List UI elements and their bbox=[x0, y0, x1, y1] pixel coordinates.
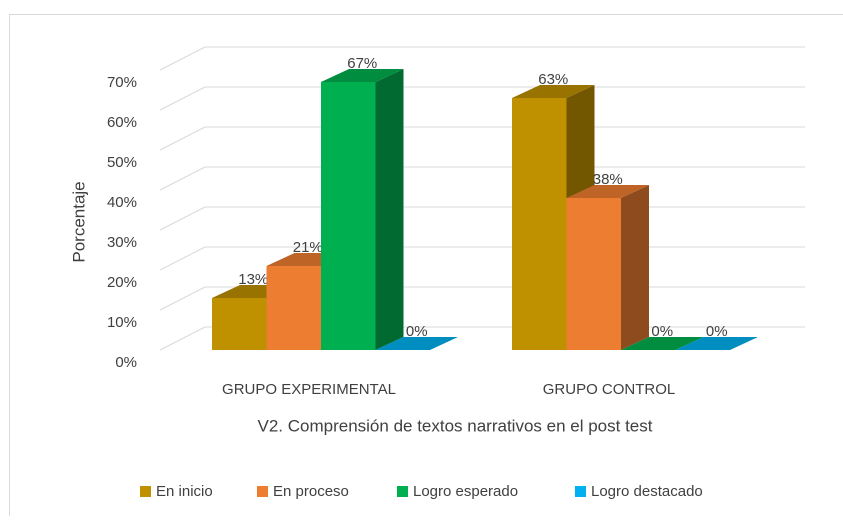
bar bbox=[212, 298, 267, 350]
y-tick-label: 40% bbox=[107, 194, 137, 211]
x-tick-label: GRUPO EXPERIMENTAL bbox=[222, 381, 396, 398]
legend-label: En proceso bbox=[273, 483, 349, 500]
value-label: 0% bbox=[406, 323, 428, 340]
y-tick-label: 60% bbox=[107, 114, 137, 131]
chart-title: V2. Comprensión de textos narrativos en … bbox=[258, 416, 653, 435]
legend-swatch bbox=[575, 486, 586, 497]
legend-swatch bbox=[397, 486, 408, 497]
y-axis-label: Porcentaje bbox=[69, 181, 88, 262]
value-label: 13% bbox=[238, 271, 268, 288]
y-tick-label: 20% bbox=[107, 274, 137, 291]
bar-side bbox=[376, 69, 404, 350]
legend-swatch bbox=[140, 486, 151, 497]
value-label: 0% bbox=[706, 323, 728, 340]
y-tick-label: 30% bbox=[107, 234, 137, 251]
y-tick-label: 70% bbox=[107, 74, 137, 91]
x-tick-label: GRUPO CONTROL bbox=[543, 381, 676, 398]
value-label: 0% bbox=[651, 323, 673, 340]
legend-label: Logro destacado bbox=[591, 483, 703, 500]
legend-label: En inicio bbox=[156, 483, 213, 500]
bar-side bbox=[621, 185, 649, 350]
y-tick-label: 50% bbox=[107, 154, 137, 171]
bar bbox=[267, 266, 322, 350]
value-label: 67% bbox=[347, 55, 377, 72]
value-label: 38% bbox=[593, 171, 623, 188]
y-tick-label: 0% bbox=[115, 354, 137, 371]
bar bbox=[567, 198, 622, 350]
value-label: 21% bbox=[293, 239, 323, 256]
legend-swatch bbox=[257, 486, 268, 497]
bar bbox=[321, 82, 376, 350]
value-label: 63% bbox=[538, 71, 568, 88]
y-tick-label: 10% bbox=[107, 314, 137, 331]
legend-label: Logro esperado bbox=[413, 483, 518, 500]
bar bbox=[512, 98, 567, 350]
